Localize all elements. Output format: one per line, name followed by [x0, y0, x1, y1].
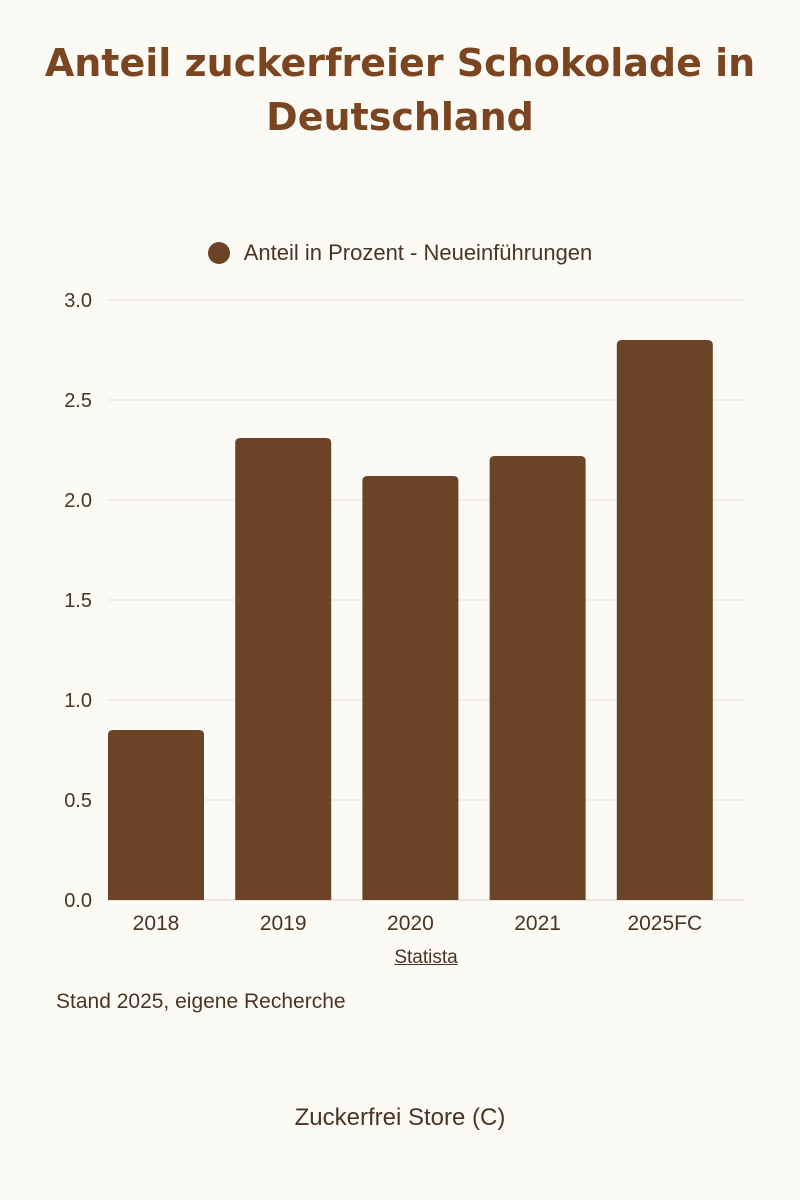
y-tick-label: 1.0: [64, 690, 92, 712]
y-tick-label: 2.5: [64, 390, 92, 412]
x-tick-label: 2021: [514, 912, 561, 935]
chart-legend: Anteil in Prozent - Neueinführungen: [0, 240, 800, 266]
x-tick-label: 2020: [387, 912, 434, 935]
x-tick-label: 2018: [133, 912, 180, 935]
y-tick-label: 3.0: [64, 290, 92, 312]
bar-2025FC: [616, 340, 713, 900]
y-tick-label: 2.0: [64, 490, 92, 512]
bar-2020: [362, 476, 459, 900]
x-tick-label: 2025FC: [627, 912, 702, 935]
chart-title: Anteil zuckerfreier Schokolade in Deutsc…: [44, 41, 756, 139]
legend-swatch: [207, 242, 230, 264]
x-tick-label: 2019: [260, 912, 307, 935]
y-tick-label: 0.0: [64, 890, 92, 912]
bar-2018: [108, 730, 204, 900]
y-tick-label: 1.5: [64, 590, 92, 612]
footnote: Stand 2025, eigene Recherche: [56, 990, 346, 1013]
bar-2021: [489, 456, 586, 900]
bar-2019: [235, 438, 332, 900]
legend-label: Anteil in Prozent - Neueinführungen: [243, 240, 593, 265]
source-link[interactable]: Statista: [394, 947, 458, 968]
y-tick-label: 0.5: [64, 790, 92, 812]
footer-credit: Zuckerfrei Store (C): [294, 1104, 506, 1131]
